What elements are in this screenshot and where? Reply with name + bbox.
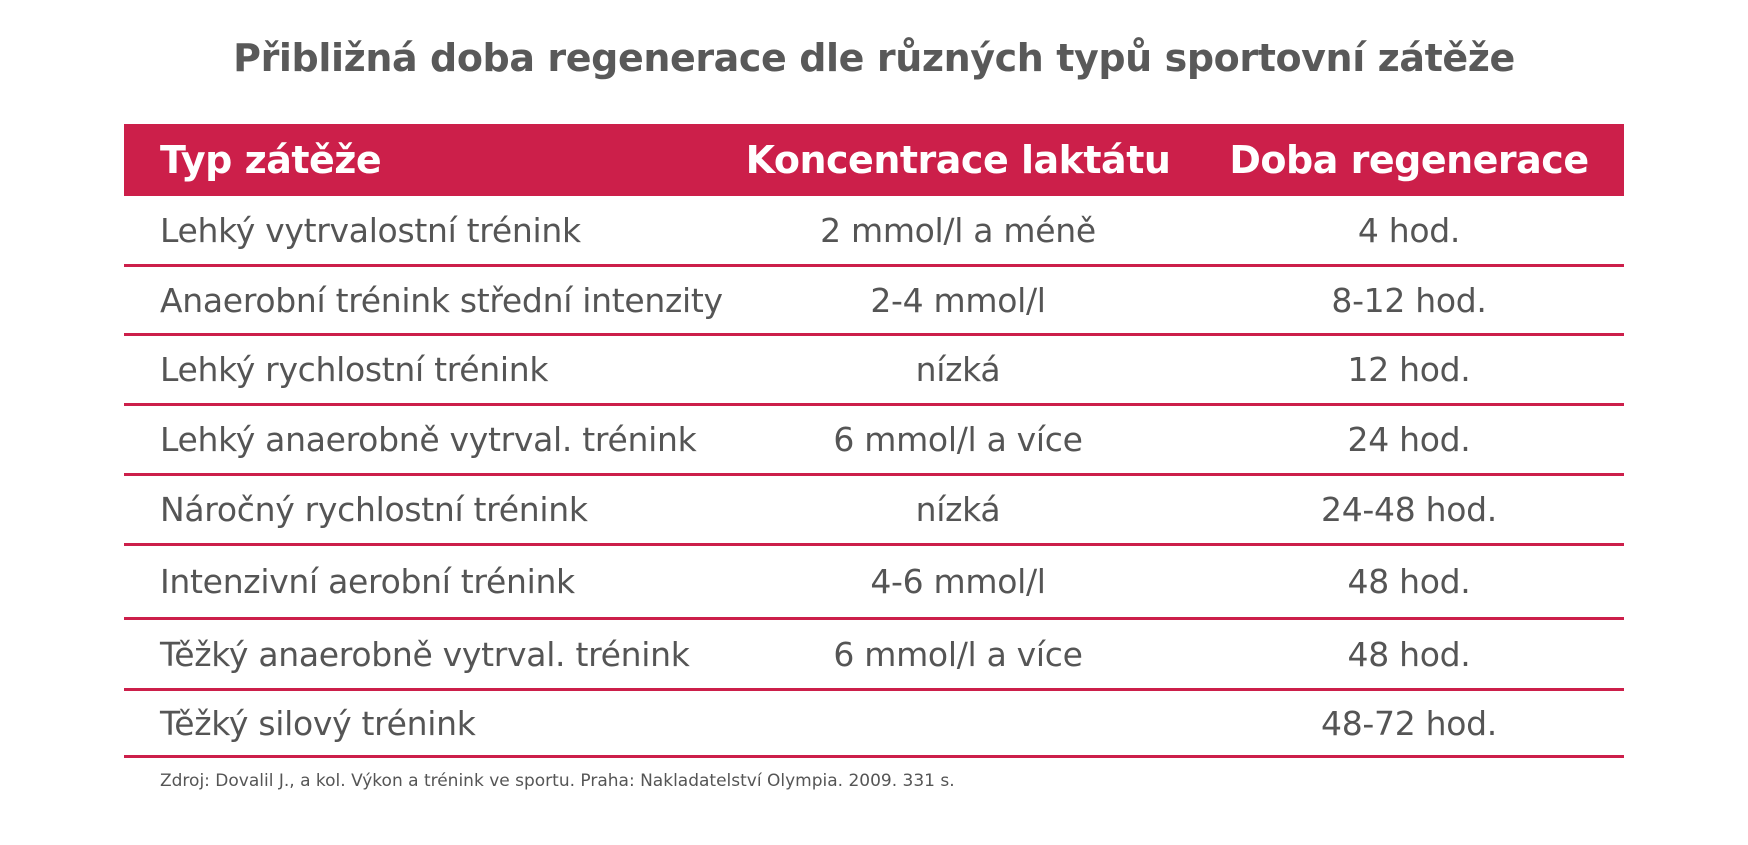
- cell-lactate: 2-4 mmol/l: [870, 280, 1046, 320]
- header-cell-regeneration: Doba regenerace: [1229, 138, 1589, 182]
- regeneration-table: Typ zátěže Koncentrace laktátu Doba rege…: [124, 124, 1624, 758]
- table-row: Náročný rychlostní trénink nízká 24-48 h…: [124, 476, 1624, 546]
- cell-regeneration: 4 hod.: [1357, 210, 1461, 250]
- cell-load-type: Lehký vytrvalostní trénink: [160, 210, 581, 250]
- cell-load-type: Náročný rychlostní trénink: [160, 490, 588, 529]
- cell-lactate: nízká: [915, 490, 1001, 529]
- cell-lactate: 6 mmol/l a více: [833, 420, 1083, 459]
- header-cell-lactate: Koncentrace laktátu: [745, 138, 1171, 182]
- source-note: Zdroj: Dovalil J., a kol. Výkon a trénin…: [160, 771, 955, 791]
- cell-regeneration: 48-72 hod.: [1321, 703, 1497, 743]
- cell-regeneration: 48 hod.: [1347, 634, 1471, 674]
- cell-load-type: Intenzivní aerobní trénink: [160, 562, 575, 601]
- cell-lactate: nízká: [915, 350, 1001, 389]
- table-row: Anaerobní trénink střední intenzity 2-4 …: [124, 267, 1624, 336]
- cell-lactate: 2 mmol/l a méně: [820, 210, 1096, 250]
- cell-regeneration: 24-48 hod.: [1321, 490, 1497, 529]
- cell-load-type: Anaerobní trénink střední intenzity: [160, 280, 723, 320]
- cell-lactate: 4-6 mmol/l: [870, 562, 1046, 601]
- table-header-row: Typ zátěže Koncentrace laktátu Doba rege…: [124, 124, 1624, 196]
- table-row: Lehký rychlostní trénink nízká 12 hod.: [124, 336, 1624, 406]
- cell-lactate: 6 mmol/l a více: [833, 634, 1083, 674]
- table-row: Těžký silový trénink 48-72 hod.: [124, 691, 1624, 758]
- cell-load-type: Lehký rychlostní trénink: [160, 350, 549, 389]
- cell-load-type: Těžký silový trénink: [160, 703, 476, 743]
- page-title: Přibližná doba regenerace dle různých ty…: [233, 36, 1515, 80]
- cell-regeneration: 24 hod.: [1347, 420, 1471, 459]
- header-cell-load-type: Typ zátěže: [160, 138, 382, 182]
- cell-load-type: Těžký anaerobně vytrval. trénink: [160, 634, 690, 674]
- cell-regeneration: 48 hod.: [1347, 562, 1471, 601]
- table-row: Lehký anaerobně vytrval. trénink 6 mmol/…: [124, 406, 1624, 476]
- cell-regeneration: 8-12 hod.: [1331, 280, 1487, 320]
- table-row: Lehký vytrvalostní trénink 2 mmol/l a mé…: [124, 196, 1624, 267]
- table-row: Těžký anaerobně vytrval. trénink 6 mmol/…: [124, 620, 1624, 691]
- table-row: Intenzivní aerobní trénink 4-6 mmol/l 48…: [124, 546, 1624, 620]
- cell-regeneration: 12 hod.: [1347, 350, 1471, 389]
- cell-load-type: Lehký anaerobně vytrval. trénink: [160, 420, 697, 459]
